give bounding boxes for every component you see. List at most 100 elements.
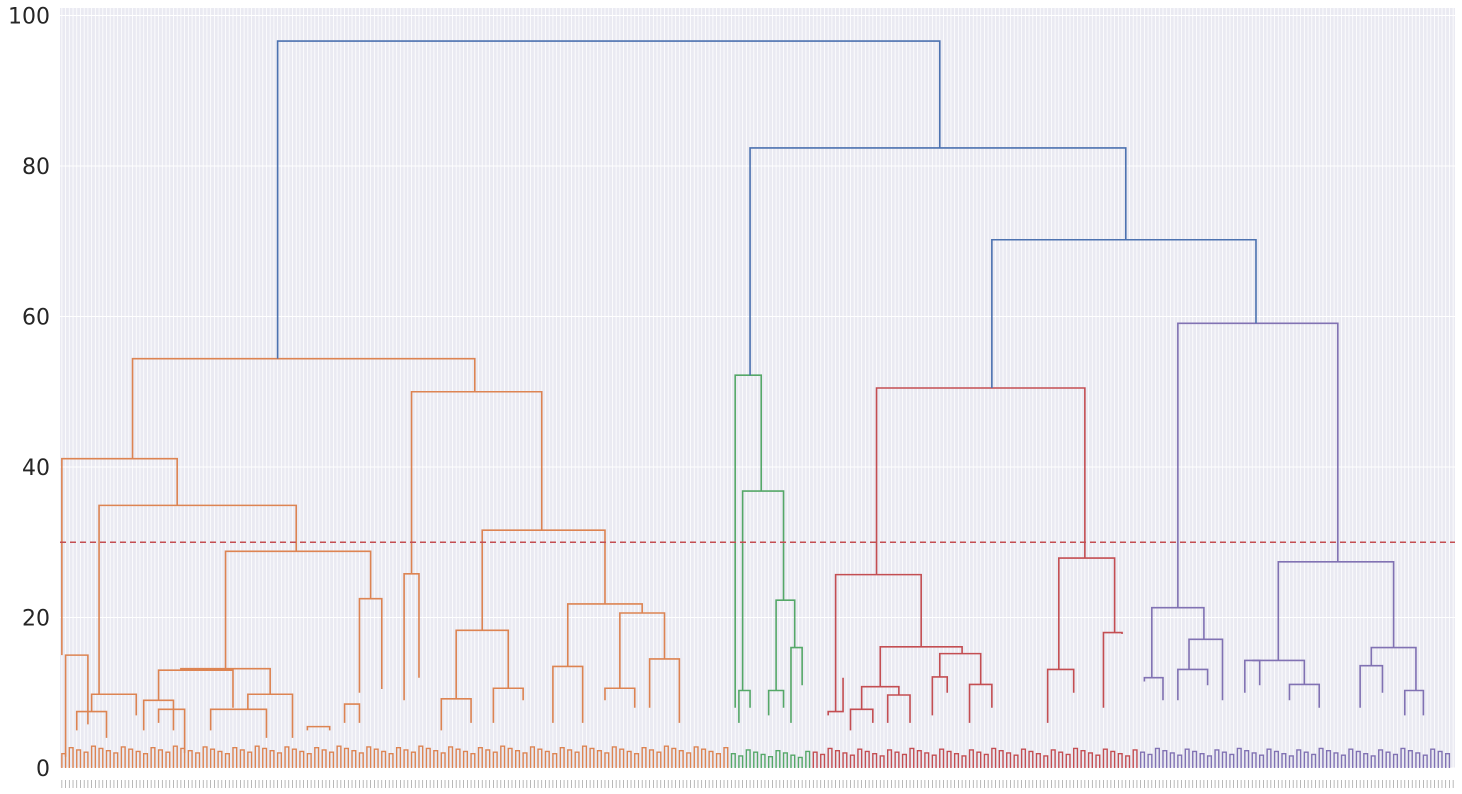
dendrogram-link [224,550,372,669]
leaf-link [1035,753,1041,768]
leaf-link [797,756,803,768]
leaf-link [254,745,260,768]
leaf-link [864,750,870,768]
leaf-link [827,747,833,768]
leaf-link [150,746,156,768]
leaf-link [433,749,439,768]
dendrogram-link [1058,557,1116,670]
leaf-link [83,751,89,768]
leaf-link [567,749,573,768]
dendrogram-link [1370,646,1417,691]
dendrogram-link [604,687,636,708]
leaf-link [1221,751,1227,768]
leaf-link [589,747,595,768]
leaf-link [492,751,498,768]
leaf-link [1102,748,1108,768]
dendrogram-link [410,390,543,574]
leaf-link [61,753,67,768]
leaf-link [1147,753,1153,768]
leaf-link [574,751,580,768]
dendrogram-link [834,573,922,712]
leaf-link [842,752,848,768]
leaf-link [626,750,632,768]
leaf-link [113,752,119,768]
leaf-link [991,747,997,768]
leaf-link [351,749,357,768]
leaf-link [909,747,915,768]
leaf-link [619,748,625,768]
leaf-link [529,746,535,768]
leaf-link [1073,747,1079,768]
dendrogram-link [1403,689,1425,716]
leaf-link [105,749,111,768]
leaf-link [968,749,974,768]
leaf-link [1206,755,1213,768]
leaf-link [90,745,97,768]
x-axis-leaf-labels [61,780,1454,788]
leaf-link [462,750,469,768]
leaf-link [894,751,900,768]
leaf-link [879,755,885,768]
dendrogram-link [790,646,803,723]
leaf-link [455,748,461,768]
leaf-link [901,753,907,768]
leaf-link [678,749,684,768]
leaf-link [998,749,1004,768]
leaf-link [1311,753,1317,768]
leaf-link [358,752,364,768]
leaf-link [1288,755,1294,768]
leaf-link [1363,753,1369,768]
leaf-link [1058,751,1064,768]
leaf-link [343,747,349,768]
leaf-link [1043,755,1049,768]
leaf-link [418,745,424,768]
leaf-link [1273,750,1279,768]
leaf-link [1236,747,1242,768]
dendrogram-link [157,669,234,708]
leaf-link [507,747,513,768]
dendrogram-link [1177,668,1209,701]
leaf-link [1370,755,1376,768]
leaf-link [1050,749,1056,768]
y-tick-label: 40 [22,456,50,481]
leaf-link [820,753,826,768]
leaf-link [373,748,379,768]
leaf-link [172,745,178,768]
y-tick-label: 80 [22,155,50,180]
leaf-link [299,750,305,768]
leaf-link [708,750,714,768]
leaf-link [403,749,409,768]
dendrogram-link [1046,668,1075,723]
leaf-link [157,749,163,768]
leaf-link [931,754,937,768]
leaf-link [410,751,416,768]
grid [60,8,1455,769]
leaf-link [849,754,855,768]
leaf-link [284,746,290,768]
dendrogram-link [209,708,268,738]
leaf-link [634,753,640,768]
leaf-link [693,746,699,768]
leaf-link [701,748,707,768]
dendrogram-link [938,652,982,685]
leaf-link [1430,748,1436,768]
leaf-link [180,747,186,768]
dendrogram-link [1252,659,1306,685]
leaf-link [1162,749,1168,768]
leaf-link [128,748,134,768]
dendrogram-link [738,689,751,723]
leaf-link [611,746,617,768]
leaf-link [1214,749,1220,768]
leaf-link [559,746,565,768]
dendrogram-link [849,708,874,731]
leaf-link [834,749,841,768]
leaf-link [425,747,431,768]
dendrogram-link [1143,676,1164,701]
leaf-link [1229,753,1235,768]
leaf-link [1125,755,1131,768]
leaf-link [366,746,372,768]
dendrogram-link [875,387,1086,575]
leaf-link [500,745,506,768]
leaf-link [715,753,721,768]
